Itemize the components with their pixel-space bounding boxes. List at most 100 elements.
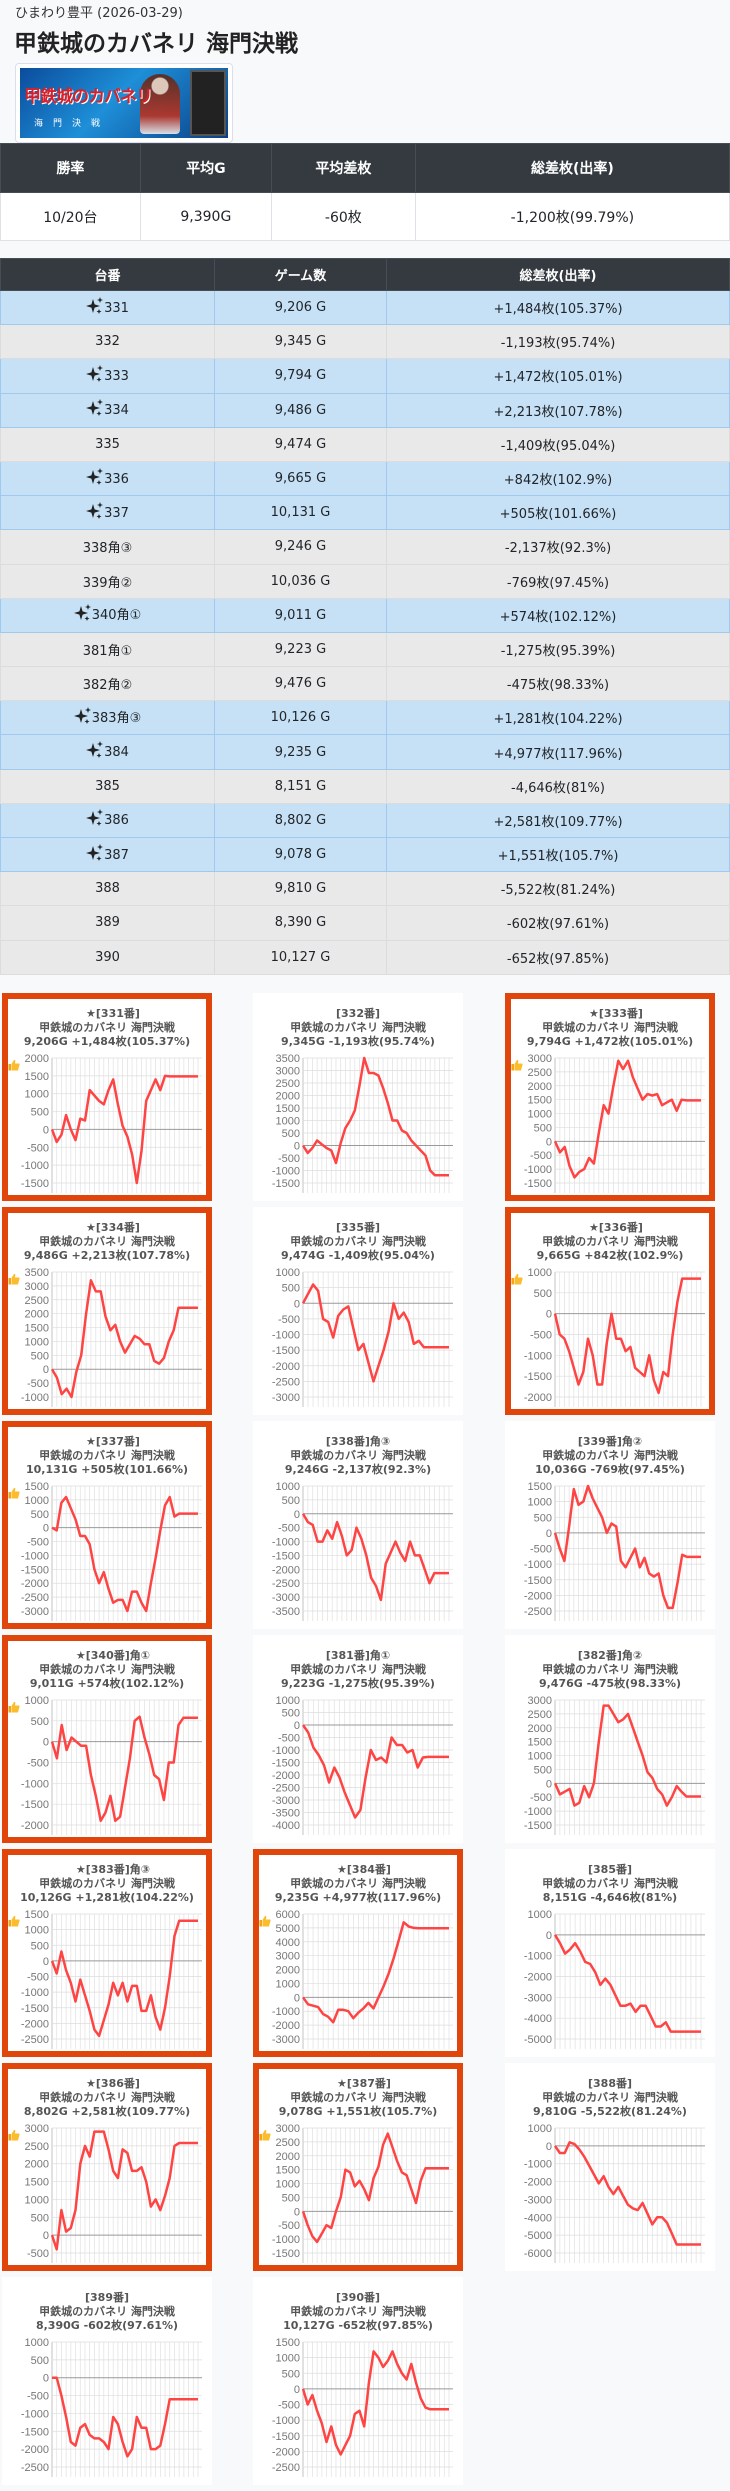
machine-row[interactable]: 340角① 9,011 G +574枚(102.12%) (0, 597, 730, 633)
chart-card[interactable]: [385番] 甲鉄城のカバネリ 海門決戦 8,151G -4,646枚(81%) 10… (505, 1849, 715, 2057)
y-tick-label: -2000 (272, 1564, 300, 1576)
machine-row[interactable]: 333 9,794 G +1,472枚(105.01%) (0, 358, 730, 394)
chart-card[interactable]: [388番] 甲鉄城のカバネリ 海門決戦 9,810G -5,522枚(81.24%… (505, 2063, 715, 2271)
y-tick-label: 1000 (528, 1497, 552, 1509)
machine-row[interactable]: 337 10,131 G +505枚(101.66%) (0, 495, 730, 531)
slump-line (50, 1919, 198, 2038)
machine-row[interactable]: 336 9,665 G +842枚(102.9%) (0, 460, 730, 497)
slump-line (301, 1283, 449, 1383)
chart-card[interactable]: [332番] 甲鉄城のカバネリ 海門決戦 9,345G -1,193枚(95.74%… (253, 993, 463, 1201)
slump-chart: 1500 1000 500 0 -500 -1000 -1500 -2000 -2500 (524, 1481, 705, 1621)
y-tick-label: 500 (31, 2355, 49, 2367)
machine-row[interactable]: 390 10,127 G -652枚(97.85%) (0, 939, 730, 975)
y-tick-label: 6000 (276, 1909, 300, 1921)
y-tick-label: -1000 (272, 2006, 300, 2018)
slump-chart: 1000 500 0 -500 -1000 -1500 -2000 (21, 1695, 202, 1835)
y-tick-label: 500 (534, 1288, 552, 1300)
chart-card[interactable]: ★[336番] 甲鉄城のカバネリ 海門決戦 9,665G +842枚(102.9%)… (505, 1207, 715, 1415)
y-tick-label: 0 (43, 1956, 49, 1968)
chart-card[interactable]: [382番]角② 甲鉄城のカバネリ 海門決戦 9,476G -475枚(98.33%… (505, 1635, 715, 1843)
machine-games: 9,794 G (214, 358, 387, 394)
y-tick-label: -500 (27, 2391, 49, 2403)
chart-card[interactable]: ★[331番] 甲鉄城のカバネリ 海門決戦 9,206G +1,484枚(105.3… (2, 993, 212, 1201)
y-tick-label: -2000 (524, 1392, 552, 1404)
y-tick-label: 1500 (25, 1071, 49, 1083)
machine-row[interactable]: 387 9,078 G +1,551枚(105.7%) (0, 836, 730, 873)
chart-card[interactable]: ★[384番] 甲鉄城のカバネリ 海門決戦 9,235G +4,977枚(117.9… (253, 1849, 463, 2057)
machine-row[interactable]: 385 8,151 G -4,646枚(81%) (0, 768, 730, 804)
chart-card[interactable]: ★[334番] 甲鉄城のカバネリ 海門決戦 9,486G +2,213枚(107.7… (2, 1207, 212, 1415)
sparkle-icon (73, 706, 92, 729)
machine-row[interactable]: 384 9,235 G +4,977枚(117.96%) (0, 734, 730, 770)
chart-card[interactable]: [390番] 甲鉄城のカバネリ 海門決戦 10,127G -652枚(97.85%)… (253, 2277, 463, 2485)
avg-diff: -60枚 (270, 192, 416, 241)
y-tick-label: 1000 (528, 1267, 552, 1279)
y-tick-label: 0 (546, 1309, 552, 1321)
slump-chart: 1000 500 0 -500 -1000 -1500 -2000 -2500 (21, 2337, 202, 2477)
y-tick-label: -2500 (272, 1376, 300, 1388)
slump-line (553, 1277, 701, 1395)
chart-card[interactable]: [381番]角① 甲鉄城のカバネリ 海門決戦 9,223G -1,275枚(95.3… (253, 1635, 463, 1843)
chart-card-header: [388番] (511, 2077, 709, 2091)
machine-games: 10,131 G (214, 495, 387, 531)
y-tick-label: 500 (31, 2212, 49, 2224)
y-tick-label: 500 (534, 1764, 552, 1776)
chart-card[interactable]: ★[340番]角① 甲鉄城のカバネリ 海門決戦 9,011G +574枚(102.1… (2, 1635, 212, 1843)
chart-machine-name: 甲鉄城のカバネリ 海門決戦 (542, 1449, 678, 1462)
y-tick-label: 2000 (276, 2151, 300, 2163)
slump-chart: 1000 500 0 -500 -1000 -1500 -2000 (524, 1267, 705, 1407)
machine-row[interactable]: 388 9,810 G -5,522枚(81.24%) (0, 871, 730, 907)
machine-row[interactable]: 334 9,486 G +2,213枚(107.78%) (0, 392, 730, 428)
y-tick-label: -2000 (21, 2444, 49, 2456)
machine-row[interactable]: 382角② 9,476 G -475枚(98.33%) (0, 666, 730, 702)
chart-card[interactable]: ★[337番] 甲鉄城のカバネリ 海門決戦 10,131G +505枚(101.66… (2, 1421, 212, 1629)
machine-no: 386 (0, 802, 215, 839)
y-tick-label: 0 (294, 1992, 300, 2004)
machine-row[interactable]: 389 8,390 G -602枚(97.61%) (0, 905, 730, 941)
page-title: 甲鉄城のカバネリ 海門決戦 (14, 31, 299, 57)
y-tick-label: 1500 (276, 2337, 300, 2349)
machine-no: 388 (0, 871, 215, 907)
avg-games: 9,390G (139, 192, 272, 241)
y-tick-label: 0 (546, 1930, 552, 1942)
y-tick-label: -1000 (21, 1160, 49, 1172)
y-tick-label: 1500 (528, 1481, 552, 1493)
y-tick-label: -2000 (272, 1770, 300, 1782)
machine-games: 9,011 G (214, 597, 387, 633)
chart-card[interactable]: [338番]角③ 甲鉄城のカバネリ 海門決戦 9,246G -2,137枚(92.3… (253, 1421, 463, 1629)
machine-row[interactable]: 335 9,474 G -1,409枚(95.04%) (0, 426, 730, 462)
y-tick-label: 1000 (528, 2123, 552, 2135)
summary-row: 10/20台 9,390G -60枚 -1,200枚(99.79%) (0, 192, 730, 241)
machine-row[interactable]: 339角② 10,036 G -769枚(97.45%) (0, 563, 730, 599)
chart-card[interactable]: ★[383番]角③ 甲鉄城のカバネリ 海門決戦 10,126G +1,281枚(10… (2, 1849, 212, 2057)
slump-chart: 1500 1000 500 0 -500 -1000 -1500 -2000 -2500 (21, 1909, 202, 2049)
chart-card-title: [390番] (335, 2291, 381, 2304)
machine-no: 331 (0, 289, 215, 326)
chart-stats: 10,126G +1,281枚(104.22%) (20, 1891, 194, 1904)
y-tick-label: -2000 (524, 2177, 552, 2189)
y-tick-label: -1500 (272, 2248, 300, 2260)
chart-card[interactable]: [335番] 甲鉄城のカバネリ 海門決戦 9,474G -1,409枚(95.04%… (253, 1207, 463, 1415)
chart-machine-name: 甲鉄城のカバネリ 海門決戦 (39, 2305, 175, 2318)
chart-card[interactable]: ★[386番] 甲鉄城のカバネリ 海門決戦 8,802G +2,581枚(109.7… (2, 2063, 212, 2271)
chart-card[interactable]: ★[333番] 甲鉄城のカバネリ 海門決戦 9,794G +1,472枚(105.0… (505, 993, 715, 1201)
machine-row[interactable]: 331 9,206 G +1,484枚(105.37%) (0, 289, 730, 326)
header-total-diff: 総差枚(出率) (414, 143, 730, 193)
machine-row[interactable]: 386 8,802 G +2,581枚(109.77%) (0, 802, 730, 839)
chart-card[interactable]: ★[387番] 甲鉄城のカバネリ 海門決戦 9,078G +1,551枚(105.7… (253, 2063, 463, 2271)
machine-row[interactable]: 383角③ 10,126 G +1,281枚(104.22%) (0, 700, 730, 736)
machine-no-text: 331 (104, 300, 129, 316)
chart-card[interactable]: [389番] 甲鉄城のカバネリ 海門決戦 8,390G -602枚(97.61%) 1… (2, 2277, 212, 2485)
machine-diff: -602枚(97.61%) (386, 905, 730, 941)
machine-diff: -652枚(97.85%) (386, 939, 730, 975)
machine-row[interactable]: 332 9,345 G -1,193枚(95.74%) (0, 324, 730, 360)
y-tick-label: -500 (278, 1314, 300, 1326)
y-tick-label: 2000 (276, 1091, 300, 1103)
chart-card-title: [332番] (335, 1007, 381, 1020)
machine-row[interactable]: 338角③ 9,246 G -2,137枚(92.3%) (0, 529, 730, 565)
machine-row[interactable]: 381角① 9,223 G -1,275枚(95.39%) (0, 631, 730, 668)
y-tick-label: 1000 (25, 1695, 49, 1707)
chart-card[interactable]: [339番]角② 甲鉄城のカバネリ 海門決戦 10,036G -769枚(97.45… (505, 1421, 715, 1629)
chart-card-header: [381番]角① (259, 1649, 457, 1663)
slump-line (301, 1056, 449, 1177)
